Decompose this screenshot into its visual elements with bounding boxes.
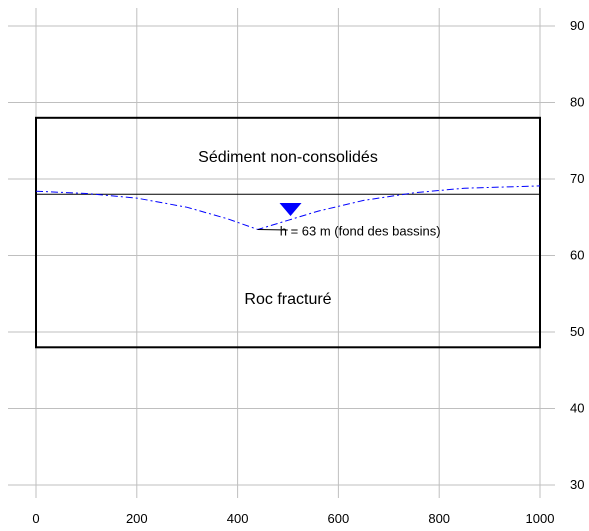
y-tick-label-90: 90 [570, 18, 584, 33]
x-tick-label-200: 200 [126, 511, 148, 526]
water-table [35, 185, 541, 231]
domain-rectangle [35, 116, 541, 349]
y-tick-label-50: 50 [570, 324, 584, 339]
grid [8, 8, 555, 498]
y-tick-label-60: 60 [570, 248, 584, 263]
annotation-leader-line [257, 228, 288, 231]
y-tick-label-40: 40 [570, 401, 584, 416]
water-table-line [35, 185, 541, 231]
y-tick-label-30: 30 [570, 477, 584, 492]
x-tick-label-800: 800 [428, 511, 450, 526]
x-tick-label-600: 600 [328, 511, 350, 526]
diagram-labels: h = 63 m (fond des bassins) Sédiment non-… [198, 149, 440, 308]
x-tick-label-1000: 1000 [526, 511, 555, 526]
layer-label-upper: Sédiment non-consolidés [198, 149, 378, 166]
y-tick-label-80: 80 [570, 95, 584, 110]
water-table-marker [279, 202, 302, 216]
y-tick-label-70: 70 [570, 171, 584, 186]
x-tick-label-0: 0 [32, 511, 39, 526]
annotation-text: h = 63 m (fond des bassins) [280, 223, 441, 238]
tick-labels: 0 200 400 600 800 1000 30 40 50 60 70 80 90 [32, 18, 584, 526]
domain-box [35, 116, 541, 349]
x-tick-label-400: 400 [227, 511, 249, 526]
layer-label-lower: Roc fracturé [244, 291, 331, 308]
